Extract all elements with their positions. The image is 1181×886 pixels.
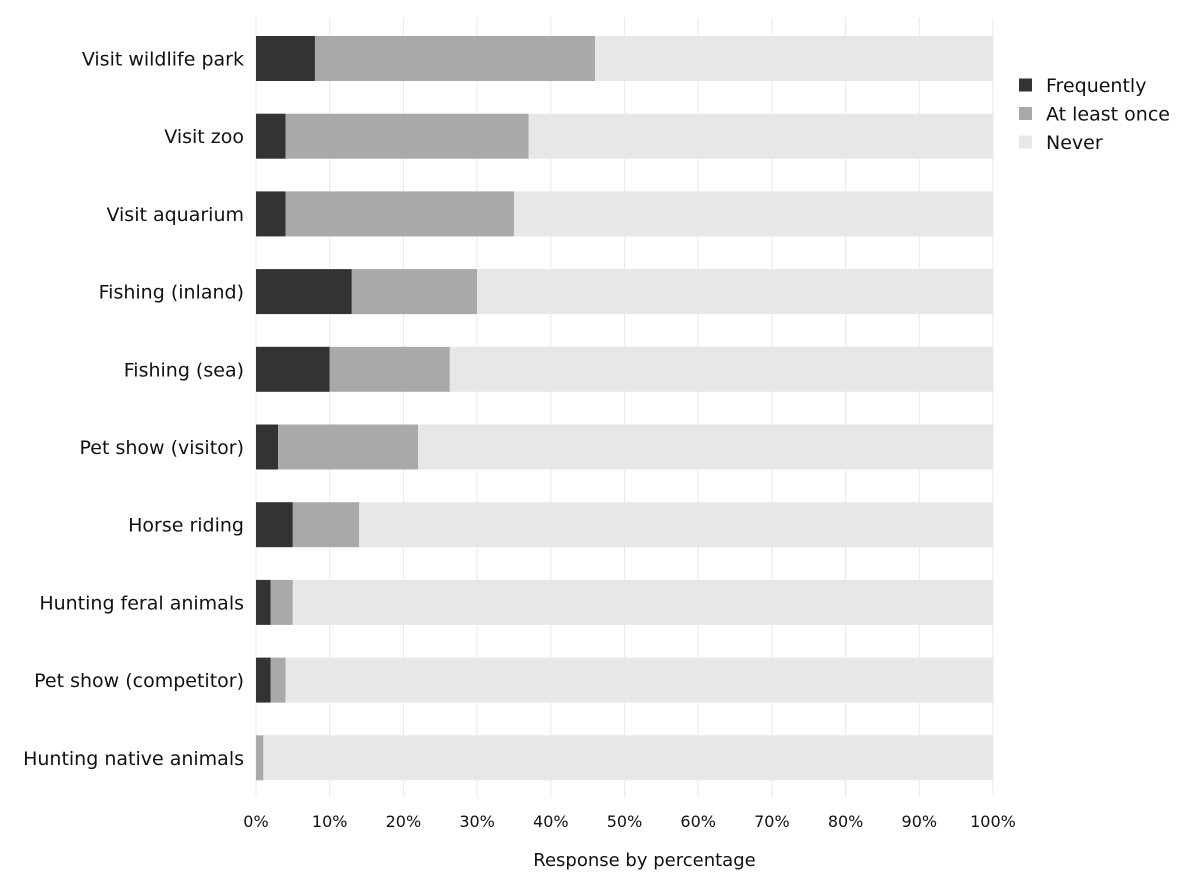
category-label: Visit aquarium — [106, 204, 244, 226]
bar-segment — [513, 191, 993, 237]
bar-segment — [314, 36, 596, 81]
bar-segment — [256, 191, 286, 237]
bar-segment — [270, 579, 293, 625]
bar-segment — [270, 657, 286, 703]
x-tick-label: 100% — [970, 812, 1016, 831]
legend-label: Frequently — [1046, 75, 1146, 97]
bar-segment — [256, 502, 293, 548]
x-tick-label: 50% — [607, 812, 643, 831]
category-label: Horse riding — [128, 515, 244, 537]
legend: Frequently At least once Never — [1019, 75, 1170, 154]
bar-segment — [285, 657, 994, 703]
legend-label: Never — [1046, 132, 1103, 154]
bar-segment — [285, 191, 514, 237]
bar-segment — [256, 657, 271, 703]
category-labels: Visit wildlife park Visit zoo Visit aquari… — [23, 49, 244, 770]
bar-segment — [351, 269, 478, 315]
bar-segment — [359, 502, 993, 548]
legend-swatch — [1019, 135, 1032, 149]
bar-segment — [292, 579, 994, 625]
bar-segment — [449, 346, 993, 392]
bar-segment — [477, 269, 994, 315]
x-tick-label: 40% — [533, 812, 569, 831]
legend-label: At least once — [1046, 104, 1170, 126]
bar-segment — [256, 424, 279, 470]
category-label: Hunting native animals — [23, 748, 244, 770]
x-axis-title: Response by percentage — [533, 850, 755, 871]
x-axis-ticks: 0% 10% 20% 30% 40% 50% 60% 70% 80% 90% 100% — [243, 812, 1016, 831]
x-tick-label: 60% — [680, 812, 716, 831]
x-tick-label: 80% — [828, 812, 864, 831]
bar-segment — [256, 269, 352, 315]
legend-swatch — [1019, 107, 1032, 120]
bar-segment — [256, 36, 315, 81]
category-label: Visit zoo — [164, 126, 244, 148]
bar-segment — [256, 346, 330, 392]
x-tick-label: 20% — [386, 812, 422, 831]
category-label: Hunting feral animals — [39, 592, 244, 614]
category-label: Pet show (competitor) — [34, 670, 244, 692]
bar-segment — [329, 346, 450, 392]
bar-segment — [595, 36, 993, 81]
x-tick-label: 0% — [243, 812, 268, 831]
bar-segment — [278, 424, 419, 470]
bars — [256, 36, 994, 781]
legend-swatch — [1019, 78, 1032, 92]
x-tick-label: 90% — [902, 812, 938, 831]
x-tick-label: 70% — [754, 812, 790, 831]
bar-segment — [256, 579, 271, 625]
category-label: Visit wildlife park — [82, 49, 244, 71]
x-tick-label: 10% — [312, 812, 348, 831]
category-label: Pet show (visitor) — [79, 437, 244, 459]
bar-segment — [256, 735, 264, 781]
bar-segment — [418, 424, 993, 470]
bar-segment — [528, 113, 993, 159]
category-label: Fishing (inland) — [99, 282, 244, 304]
bar-segment — [256, 113, 286, 159]
bar-segment — [263, 735, 993, 781]
x-tick-label: 30% — [459, 812, 495, 831]
bar-segment — [292, 502, 360, 548]
category-label: Fishing (sea) — [124, 359, 244, 381]
bar-segment — [285, 113, 529, 159]
